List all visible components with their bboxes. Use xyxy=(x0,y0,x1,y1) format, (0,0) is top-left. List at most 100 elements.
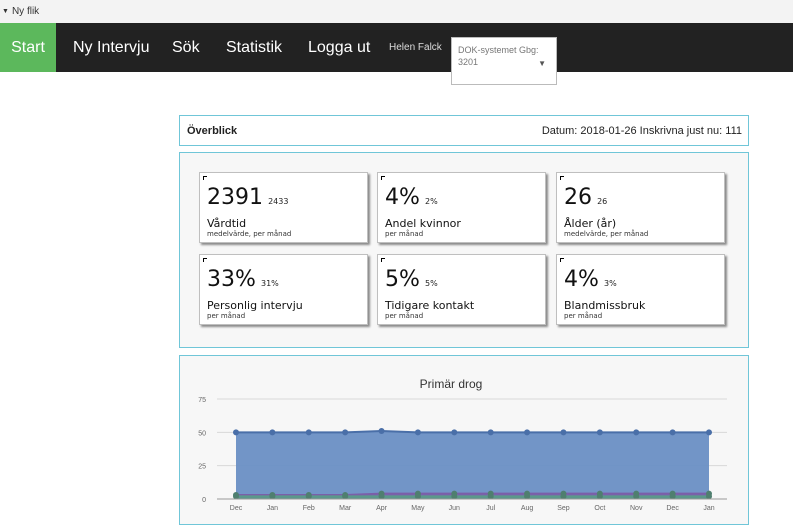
data-point[interactable] xyxy=(669,429,676,436)
org-select-value: 3201 xyxy=(458,57,479,67)
data-point[interactable] xyxy=(706,429,712,436)
nav-logout-link[interactable]: Logga ut xyxy=(308,39,371,56)
data-point[interactable] xyxy=(342,429,349,436)
y-tick-label: 50 xyxy=(198,430,206,437)
corner-marker-icon xyxy=(203,258,207,262)
y-tick-label: 0 xyxy=(202,497,206,504)
nav-search-link[interactable]: Sök xyxy=(172,39,200,56)
browser-tab[interactable]: ▼ Ny flik xyxy=(2,6,39,17)
corner-marker-icon xyxy=(560,258,564,262)
stat-sublabel: per månad xyxy=(564,312,603,320)
x-tick-label: Dec xyxy=(230,505,243,512)
browser-tab-title: Ny flik xyxy=(11,6,40,17)
stat-card-personlig-intervju: 33% 31% Personlig intervju per månad xyxy=(199,254,368,325)
stat-label: Vårdtid xyxy=(207,217,247,230)
corner-marker-icon xyxy=(381,176,385,180)
data-point[interactable] xyxy=(269,429,276,436)
nav-statistics-link[interactable]: Statistik xyxy=(226,39,283,56)
stats-panel: 2391 2433 Vårdtid medelvärde, per månad … xyxy=(179,152,749,348)
org-select[interactable]: DOK-systemet Gbg: 3201 ▼ xyxy=(451,37,557,85)
data-point[interactable] xyxy=(596,493,603,500)
stat-sublabel: per månad xyxy=(207,312,246,320)
browser-tab-strip: ▼ Ny flik xyxy=(0,0,793,24)
data-point[interactable] xyxy=(524,429,531,436)
data-point[interactable] xyxy=(596,429,603,436)
stat-previous-value: 26 xyxy=(597,197,608,206)
overview-title: Överblick xyxy=(187,125,238,137)
data-point[interactable] xyxy=(451,493,458,500)
x-tick-label: Jun xyxy=(449,505,460,512)
data-point[interactable] xyxy=(378,493,385,500)
stat-card-blandmissbruk: 4% 3% Blandmissbruk per månad xyxy=(556,254,725,325)
data-point[interactable] xyxy=(487,429,494,436)
x-tick-label: May xyxy=(411,505,425,512)
stat-sublabel: per månad xyxy=(385,312,424,320)
stat-value: 4% xyxy=(564,267,599,292)
chevron-down-icon[interactable]: ▼ xyxy=(2,8,9,15)
data-point[interactable] xyxy=(706,493,712,500)
caret-down-icon: ▼ xyxy=(538,59,546,68)
x-tick-label: Jan xyxy=(267,505,278,512)
x-tick-label: Nov xyxy=(630,505,643,512)
top-navbar: Start Ny Intervju Sök Statistik Logga ut… xyxy=(0,23,793,85)
x-tick-label: Apr xyxy=(376,505,388,512)
data-point[interactable] xyxy=(414,493,421,500)
overview-date-count: Datum: 2018-01-26 Inskrivna just nu: 111 xyxy=(541,125,742,137)
stat-value: 26 xyxy=(564,185,592,210)
data-point[interactable] xyxy=(524,493,531,500)
data-point[interactable] xyxy=(560,429,567,436)
stat-label: Andel kvinnor xyxy=(385,217,461,230)
stat-card-andel-kvinnor: 4% 2% Andel kvinnor per månad xyxy=(377,172,546,243)
stat-card-tidigare-kontakt: 5% 5% Tidigare kontakt per månad xyxy=(377,254,546,325)
data-point[interactable] xyxy=(305,493,312,500)
x-tick-label: Sep xyxy=(557,505,570,512)
stat-value: 5% xyxy=(385,267,420,292)
data-point[interactable] xyxy=(633,493,640,500)
chart-panel: Primär drog 0 25 50 75 Dec Jan Feb Mar Apr May Ju… xyxy=(179,355,749,525)
data-point[interactable] xyxy=(451,429,458,436)
corner-marker-icon xyxy=(381,258,385,262)
x-tick-label: Aug xyxy=(521,505,534,512)
series-area xyxy=(236,431,709,499)
y-tick-label: 75 xyxy=(198,397,206,404)
data-point[interactable] xyxy=(305,429,312,436)
nav-new-interview-link[interactable]: Ny Intervju xyxy=(73,39,150,56)
x-tick-label: Jan xyxy=(703,505,714,512)
stat-label: Personlig intervju xyxy=(207,299,303,312)
data-point[interactable] xyxy=(560,493,567,500)
nav-start-link[interactable]: Start xyxy=(0,23,56,72)
stat-value: 2391 xyxy=(207,185,263,210)
stat-previous-value: 2433 xyxy=(268,197,289,206)
data-point[interactable] xyxy=(378,428,385,434)
x-tick-label: Oct xyxy=(594,505,605,512)
overview-header-panel: Överblick Datum: 2018-01-26 Inskrivna ju… xyxy=(179,115,749,146)
chart-title: Primär drog xyxy=(420,377,483,391)
stat-card-alder: 26 26 Ålder (år) medelvärde, per månad xyxy=(556,172,725,243)
stat-label: Tidigare kontakt xyxy=(385,299,475,312)
stat-previous-value: 31% xyxy=(261,279,279,288)
user-name: Helen Falck xyxy=(389,42,442,53)
data-point[interactable] xyxy=(633,429,640,436)
stat-previous-value: 3% xyxy=(604,279,617,288)
data-point[interactable] xyxy=(233,493,239,500)
data-point[interactable] xyxy=(669,493,676,500)
data-point[interactable] xyxy=(269,493,276,500)
data-point[interactable] xyxy=(487,493,494,500)
data-point[interactable] xyxy=(233,429,239,436)
stat-card-vardtid: 2391 2433 Vårdtid medelvärde, per månad xyxy=(199,172,368,243)
x-tick-label: Dec xyxy=(666,505,679,512)
data-point[interactable] xyxy=(342,493,349,500)
stat-sublabel: per månad xyxy=(385,230,424,238)
data-point[interactable] xyxy=(414,429,421,436)
series-line xyxy=(236,492,709,496)
stat-sublabel: medelvärde, per månad xyxy=(564,230,649,238)
y-tick-label: 25 xyxy=(198,464,206,471)
x-tick-label: Mar xyxy=(339,505,352,512)
stat-label: Ålder (år) xyxy=(564,217,617,230)
stat-previous-value: 5% xyxy=(425,279,438,288)
stat-label: Blandmissbruk xyxy=(564,299,646,312)
primary-drug-chart: Primär drog 0 25 50 75 Dec Jan Feb Mar Apr May Ju… xyxy=(198,377,727,512)
corner-marker-icon xyxy=(560,176,564,180)
stat-value: 33% xyxy=(207,267,256,292)
series-line xyxy=(236,429,709,434)
